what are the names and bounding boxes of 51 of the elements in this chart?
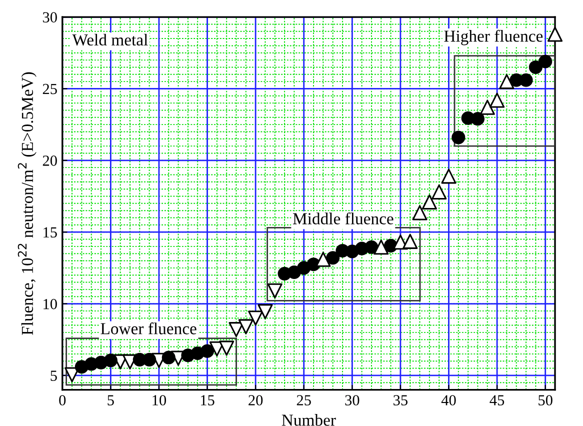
- point: [490, 92, 505, 108]
- point: [248, 310, 264, 326]
- y-tick-label: 25: [42, 84, 57, 94]
- y-tick-label: 30: [42, 12, 57, 22]
- point: [200, 344, 214, 358]
- y-tick-label: 15: [44, 227, 57, 238]
- point: [267, 283, 282, 298]
- annotation: Weld metal: [72, 34, 148, 46]
- point: [374, 240, 389, 255]
- x-tick-label: 40: [441, 395, 456, 406]
- y-tick-label: 20: [42, 156, 57, 166]
- point: [326, 251, 340, 265]
- y-tick-label: 10: [44, 298, 57, 310]
- point: [547, 26, 563, 42]
- point: [538, 54, 552, 68]
- x-tick-label: 35: [394, 395, 408, 406]
- x-tick-label: 45: [490, 395, 504, 406]
- x-tick-label: 20: [248, 395, 263, 406]
- point: [219, 340, 234, 356]
- x-tick-label: 50: [538, 395, 552, 406]
- point: [470, 112, 485, 126]
- x-tick-label: 15: [200, 395, 214, 406]
- x-tick-label: 25: [296, 395, 311, 406]
- point: [432, 184, 447, 200]
- annotation: Lower fluence: [100, 322, 196, 334]
- point: [104, 354, 118, 368]
- x-tick-label: 5: [108, 395, 114, 406]
- point: [258, 304, 273, 320]
- annotation: Middle fluence: [292, 212, 394, 224]
- y-axis-title: Fluence, 10$^{22}$ neutron/m$^{2}$ (E>0.5MeV): [18, 72, 36, 335]
- point: [162, 350, 176, 364]
- point: [528, 60, 542, 74]
- x-tick-label: 30: [345, 395, 360, 406]
- point: [402, 234, 418, 249]
- point: [316, 252, 331, 267]
- point: [480, 100, 495, 115]
- annotation: Higher fluence: [444, 30, 543, 46]
- point: [412, 205, 428, 220]
- x-axis-title: Number: [282, 414, 336, 426]
- x-tick-label: 10: [152, 395, 166, 406]
- x-tick-label: 0: [59, 395, 66, 406]
- point: [228, 322, 244, 338]
- point: [142, 352, 156, 366]
- point: [519, 73, 533, 87]
- point: [364, 240, 378, 254]
- point: [441, 168, 456, 184]
- y-tick-label: 5: [50, 370, 57, 381]
- point: [499, 74, 514, 90]
- point: [452, 130, 466, 144]
- point: [422, 194, 437, 210]
- point: [238, 319, 254, 334]
